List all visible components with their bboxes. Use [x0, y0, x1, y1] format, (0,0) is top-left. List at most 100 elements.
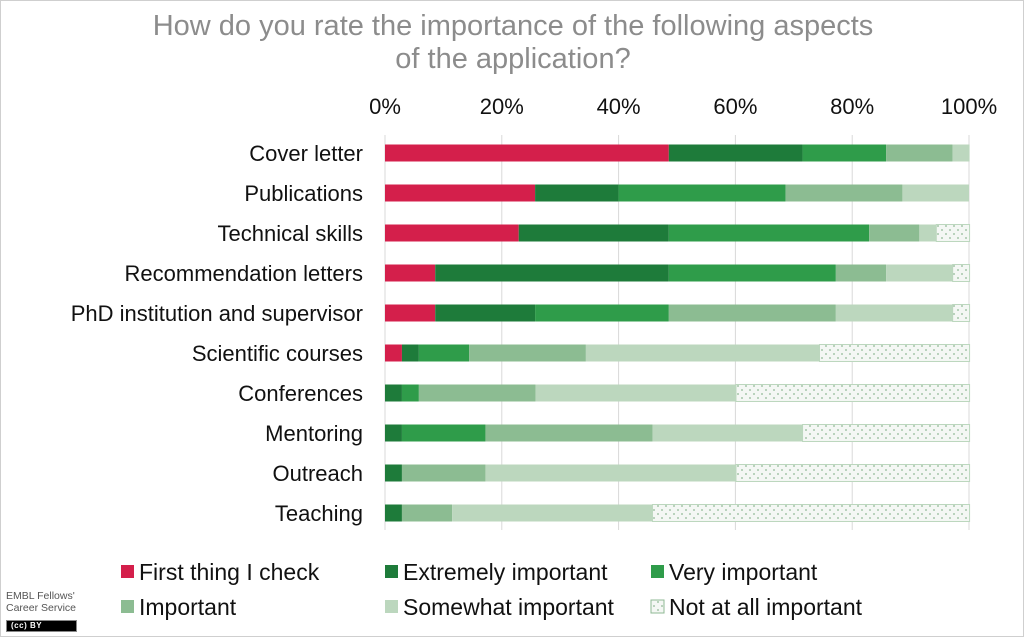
legend-item: Important — [121, 594, 237, 620]
x-tick-label: 20% — [480, 94, 524, 119]
legend: First thing I check Extremely important Ve… — [121, 559, 863, 620]
legend-swatch — [121, 600, 134, 613]
bar-segment — [952, 144, 970, 162]
chart-title-line-2: of the application? — [395, 43, 631, 75]
bar-segment — [668, 304, 836, 322]
bar-segment — [535, 384, 736, 402]
legend-item: Somewhat important — [385, 594, 615, 620]
bar-segment — [401, 424, 486, 442]
bar-segment — [902, 184, 969, 202]
category-labels: Cover letter Publications Technical skills… — [71, 141, 363, 526]
bar-segment — [535, 184, 619, 202]
bar-segment — [401, 344, 419, 362]
bar-segment — [735, 464, 971, 482]
bar-segment — [385, 304, 436, 322]
legend-label: Important — [139, 594, 237, 620]
chart-title: How do you rate the importance of the fo… — [100, 10, 926, 76]
legend-item: First thing I check — [121, 559, 320, 585]
bar-row — [385, 504, 971, 522]
category-label: Publications — [244, 181, 363, 206]
bars — [385, 144, 971, 522]
bar-row — [385, 304, 971, 322]
x-tick-label: 40% — [597, 94, 641, 119]
bar-segment — [469, 344, 586, 362]
category-label: Cover letter — [249, 141, 363, 166]
legend-swatch — [651, 565, 664, 578]
bar-segment — [385, 144, 669, 162]
legend-item: Extremely important — [385, 559, 608, 585]
legend-label: Very important — [669, 559, 818, 585]
bar-segment — [385, 464, 402, 482]
cc-license-badge: (cc) BY — [6, 620, 77, 632]
bar-row — [385, 464, 971, 482]
credit-line-1: EMBL Fellows' — [6, 590, 75, 602]
bar-segment — [401, 384, 419, 402]
bar-segment — [869, 224, 920, 242]
bar-segment — [385, 344, 402, 362]
legend-label: Not at all important — [669, 594, 863, 620]
bar-segment — [835, 304, 953, 322]
credit-line-2: Career Service — [6, 602, 77, 614]
bar-row — [385, 144, 970, 162]
bar-row — [385, 344, 971, 362]
bar-segment — [952, 304, 971, 322]
legend-label: First thing I check — [139, 559, 320, 585]
bar-segment — [485, 464, 736, 482]
bar-row — [385, 184, 969, 202]
bar-segment — [385, 224, 519, 242]
category-label: Conferences — [238, 381, 363, 406]
category-label: Recommendation letters — [125, 261, 363, 286]
x-tick-label: 60% — [713, 94, 757, 119]
bar-segment — [735, 384, 971, 402]
bar-segment — [802, 424, 971, 442]
bar-segment — [435, 264, 669, 282]
bar-segment — [385, 184, 536, 202]
category-label: Technical skills — [218, 221, 364, 246]
bar-segment — [418, 384, 536, 402]
bar-segment — [385, 384, 402, 402]
bar-segment — [518, 224, 669, 242]
bar-row — [385, 424, 971, 442]
bar-segment — [952, 264, 971, 282]
legend-swatch — [385, 565, 398, 578]
bar-segment — [585, 344, 820, 362]
chart-title-line-1: How do you rate the importance of the fo… — [152, 10, 874, 42]
bar-segment — [802, 144, 887, 162]
bar-segment — [652, 424, 803, 442]
bar-segment — [818, 344, 971, 362]
bar-segment — [668, 144, 803, 162]
bar-segment — [919, 224, 937, 242]
bar-segment — [668, 224, 870, 242]
x-axis-ticks: 0% 20% 40% 60% 80% 100% — [369, 94, 997, 119]
bar-segment — [651, 504, 971, 522]
bar-segment — [886, 144, 953, 162]
legend-swatch — [121, 565, 134, 578]
bar-segment — [535, 304, 669, 322]
legend-item: Not at all important — [650, 594, 863, 620]
bar-segment — [886, 264, 953, 282]
bar-segment — [401, 464, 486, 482]
legend-swatch — [385, 600, 398, 613]
x-tick-label: 100% — [941, 94, 997, 119]
credit-text: EMBL Fellows' Career Service — [6, 590, 76, 614]
x-tick-label: 80% — [830, 94, 874, 119]
bar-segment — [835, 264, 887, 282]
legend-label: Extremely important — [403, 559, 608, 585]
legend-swatch — [650, 599, 665, 614]
bar-segment — [668, 264, 836, 282]
legend-item: Very important — [651, 559, 818, 585]
bar-row — [385, 224, 971, 242]
x-tick-label: 0% — [369, 94, 401, 119]
bar-row — [385, 384, 971, 402]
bar-segment — [935, 224, 971, 242]
bar-segment — [401, 504, 453, 522]
category-label: Teaching — [275, 501, 363, 526]
legend-label: Somewhat important — [403, 594, 615, 620]
bar-segment — [385, 504, 402, 522]
bar-segment — [452, 504, 653, 522]
category-label: Outreach — [273, 461, 364, 486]
bar-segment — [418, 344, 470, 362]
bar-segment — [435, 304, 536, 322]
bar-segment — [618, 184, 786, 202]
